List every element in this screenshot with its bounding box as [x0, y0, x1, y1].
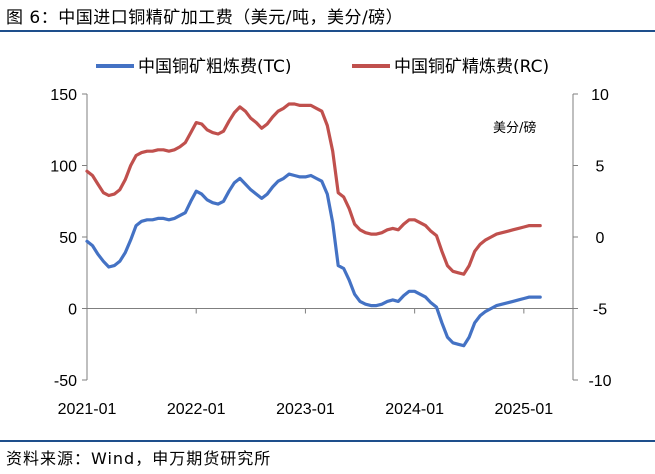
chart-title: 图 6：中国进口铜精矿加工费（美元/吨，美分/磅）	[6, 8, 404, 28]
x-tick-label: 2024-01	[385, 401, 444, 418]
right-axis-unit: 美分/磅	[493, 120, 536, 136]
legend: 中国铜矿粗炼费(TC) 中国铜矿精炼费(RC)	[96, 57, 549, 77]
x-tick-label: 2023-01	[276, 401, 335, 418]
x-tick-label: 2022-01	[167, 401, 226, 418]
y-right-tick-label: 5	[596, 159, 605, 176]
x-tick-label: 2021-01	[58, 401, 117, 418]
legend-rc-label: 中国铜矿精炼费(RC)	[394, 57, 549, 77]
series-line-rc	[85, 102, 542, 276]
y-left-tick-label: 0	[68, 302, 77, 319]
y-left-tick-label: 150	[50, 87, 77, 104]
y-left-tick-label: 50	[59, 230, 77, 247]
source-note: 资料来源：Wind，申万期货研究所	[6, 449, 272, 468]
y-left-tick-label: -50	[54, 373, 77, 390]
y-right-tick-label: -5	[593, 302, 607, 319]
y-left-tick-label: 100	[50, 159, 77, 176]
top-rule	[0, 30, 655, 32]
series-line-tc	[85, 172, 542, 348]
x-tick-label: 2025-01	[494, 401, 553, 418]
y-right-tick-label: 0	[596, 230, 605, 247]
legend-tc-label: 中国铜矿粗炼费(TC)	[138, 57, 292, 77]
y-right-tick-label: -10	[588, 373, 611, 390]
y-right-tick-label: 10	[591, 87, 609, 104]
bottom-rule	[0, 440, 655, 442]
series-lines	[85, 102, 542, 348]
